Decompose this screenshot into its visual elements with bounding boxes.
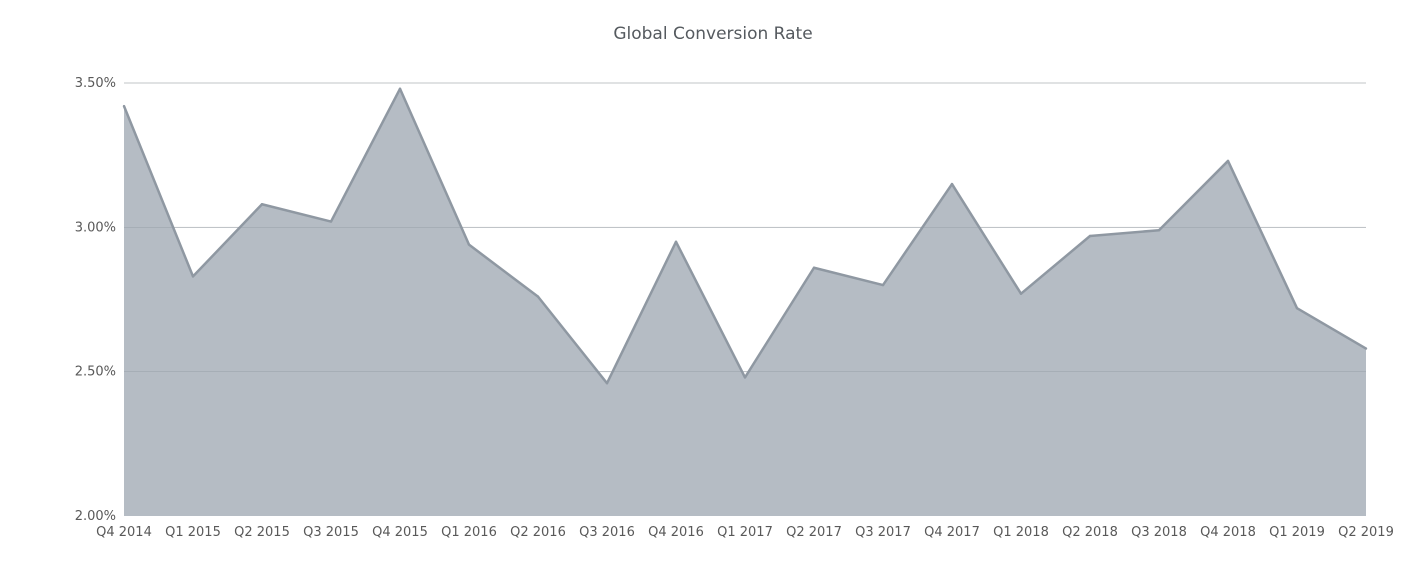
data-point (191, 275, 195, 278)
data-point (812, 266, 816, 269)
data-point (1157, 229, 1161, 232)
data-point (743, 376, 747, 379)
y-axis: 2.00% 2.50% 3.00% 3.50% (75, 76, 116, 524)
x-tick-label: Q2 2015 (234, 525, 290, 540)
data-point (1019, 292, 1023, 295)
x-tick-label: Q4 2017 (924, 525, 980, 540)
data-point (950, 182, 954, 186)
data-point (1295, 306, 1299, 310)
data-point (329, 220, 333, 223)
x-tick-label: Q2 2017 (786, 525, 842, 540)
data-point (1226, 159, 1230, 163)
data-point (536, 295, 540, 298)
area-fill (124, 88, 1366, 517)
x-tick-label: Q1 2016 (441, 525, 497, 540)
data-point (605, 382, 609, 385)
x-tick-label: Q4 2015 (372, 525, 428, 540)
x-tick-label: Q3 2015 (303, 525, 359, 540)
data-point (881, 283, 885, 287)
x-tick-label: Q3 2018 (1131, 525, 1187, 540)
y-tick-label: 2.50% (75, 365, 116, 380)
x-tick-label: Q1 2019 (1269, 525, 1325, 540)
data-point (1088, 234, 1092, 238)
x-tick-label: Q4 2018 (1200, 525, 1256, 540)
x-axis: Q4 2014 Q1 2015 Q2 2015 Q3 2015 Q4 2015 Q1 20… (96, 525, 1394, 540)
chart-title: Global Conversion Rate (613, 24, 813, 44)
x-tick-label: Q3 2016 (579, 525, 635, 540)
x-tick-label: Q3 2017 (855, 525, 911, 540)
x-tick-label: Q1 2017 (717, 525, 773, 540)
x-tick-label: Q2 2019 (1338, 525, 1394, 540)
y-tick-label: 3.50% (75, 76, 116, 91)
y-tick-label: 2.00% (75, 509, 116, 524)
x-tick-label: Q1 2015 (165, 525, 221, 540)
x-tick-label: Q4 2016 (648, 525, 704, 540)
data-point (260, 203, 264, 206)
data-point (122, 104, 126, 108)
data-point (398, 87, 402, 90)
area-layer (122, 87, 1368, 517)
data-point (674, 240, 678, 243)
data-point (1364, 347, 1368, 350)
x-tick-label: Q2 2018 (1062, 525, 1118, 540)
x-tick-label: Q1 2018 (993, 525, 1049, 540)
data-point (467, 243, 471, 246)
x-tick-label: Q4 2014 (96, 525, 152, 540)
x-tick-label: Q2 2016 (510, 525, 566, 540)
gridlines-front (124, 82, 1366, 372)
y-tick-label: 3.00% (75, 220, 116, 235)
